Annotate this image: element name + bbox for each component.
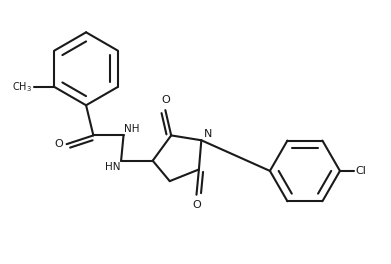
Text: Cl: Cl (355, 166, 366, 176)
Text: N: N (204, 129, 212, 139)
Text: O: O (54, 139, 63, 149)
Text: NH: NH (124, 124, 140, 134)
Text: O: O (161, 95, 170, 105)
Text: HN: HN (105, 162, 120, 172)
Text: CH$_3$: CH$_3$ (12, 80, 32, 94)
Text: O: O (192, 200, 201, 210)
